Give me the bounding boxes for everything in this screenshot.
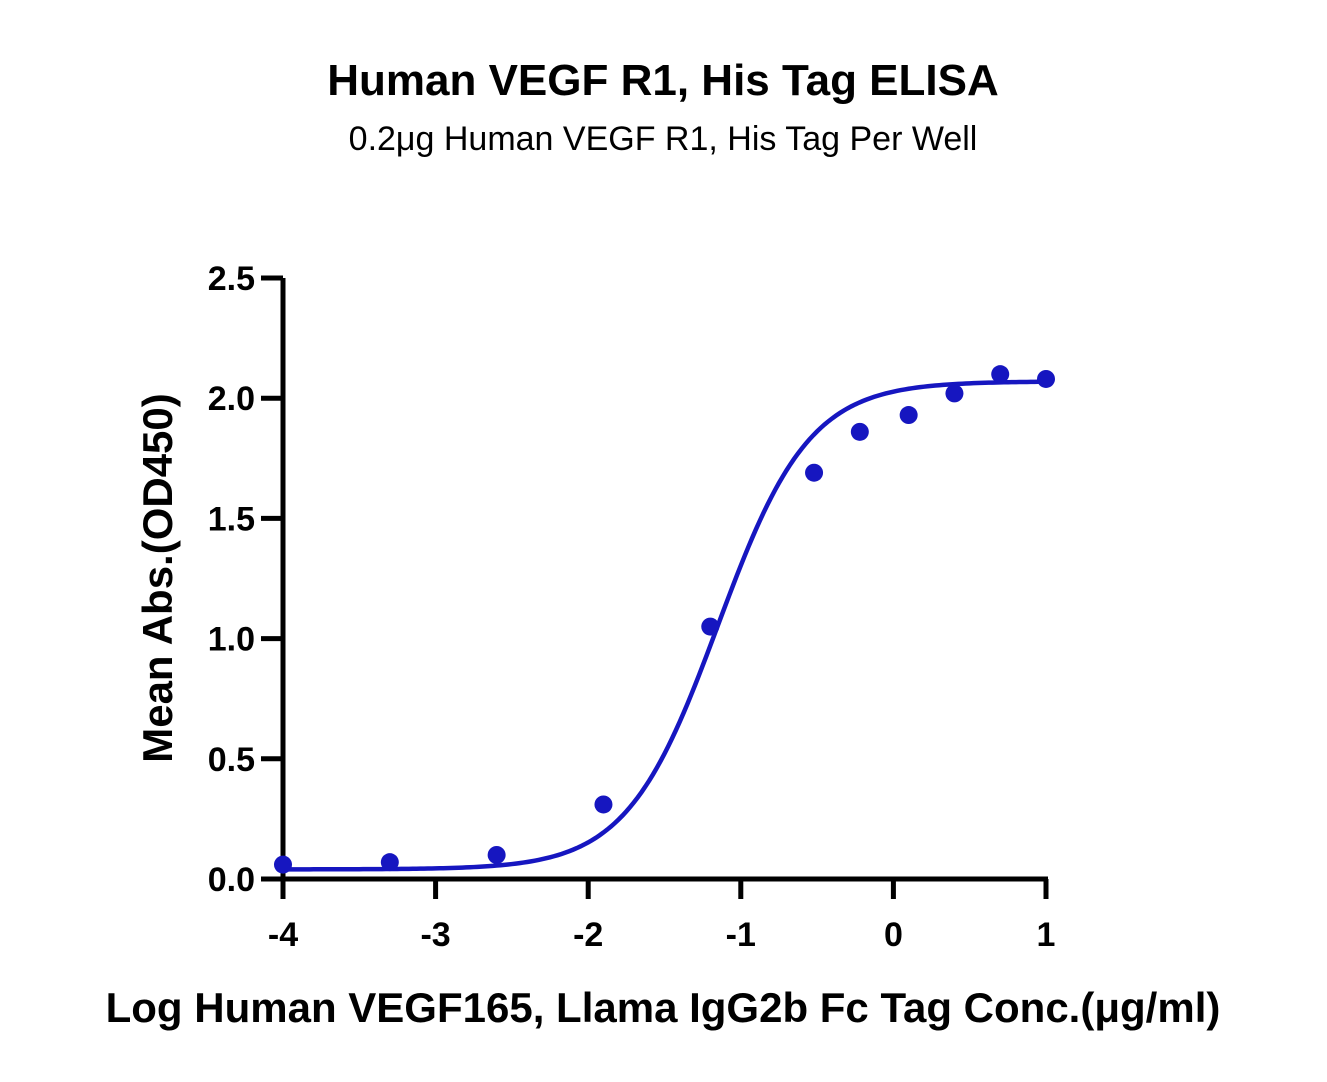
- x-axis: -4 -3 -2 -1 0 1: [268, 876, 1056, 954]
- x-tick-label: -3: [420, 916, 450, 954]
- y-tick-label: 0.0: [208, 861, 255, 899]
- x-tick-label: -4: [268, 916, 298, 954]
- x-tick-label: -1: [726, 916, 756, 954]
- x-axis-title: Log Human VEGF165, Llama IgG2b Fc Tag Co…: [106, 984, 1221, 1031]
- x-tick-label: 1: [1037, 916, 1056, 954]
- data-point: [945, 384, 964, 403]
- data-point: [274, 855, 292, 874]
- data-point: [701, 617, 720, 636]
- y-axis-title: Mean Abs.(OD450): [134, 393, 181, 763]
- y-tick-label: 2.5: [208, 260, 255, 298]
- x-tick-label: -2: [573, 916, 603, 954]
- data-point: [850, 422, 869, 441]
- y-tick-label: 1.0: [208, 621, 255, 659]
- data-points-layer: [274, 365, 1055, 874]
- data-point: [594, 795, 613, 814]
- chart-title: Human VEGF R1, His Tag ELISA: [327, 56, 999, 105]
- data-point: [899, 406, 918, 425]
- data-point: [487, 845, 506, 864]
- fit-curve-layer: [282, 379, 1047, 872]
- y-tick-label: 0.5: [208, 741, 255, 779]
- x-tick-label: 0: [884, 916, 903, 954]
- data-point: [1037, 369, 1055, 388]
- data-point: [991, 365, 1010, 384]
- y-axis: 0.0 0.5 1.0 1.5 2.0 2.5: [208, 260, 286, 899]
- y-tick-label: 2.0: [208, 380, 255, 418]
- fit-curve: [282, 379, 1047, 872]
- chart-subtitle: 0.2μg Human VEGF R1, His Tag Per Well: [349, 120, 978, 158]
- y-tick-label: 1.5: [208, 500, 255, 538]
- data-point: [805, 463, 824, 482]
- data-point: [380, 853, 399, 872]
